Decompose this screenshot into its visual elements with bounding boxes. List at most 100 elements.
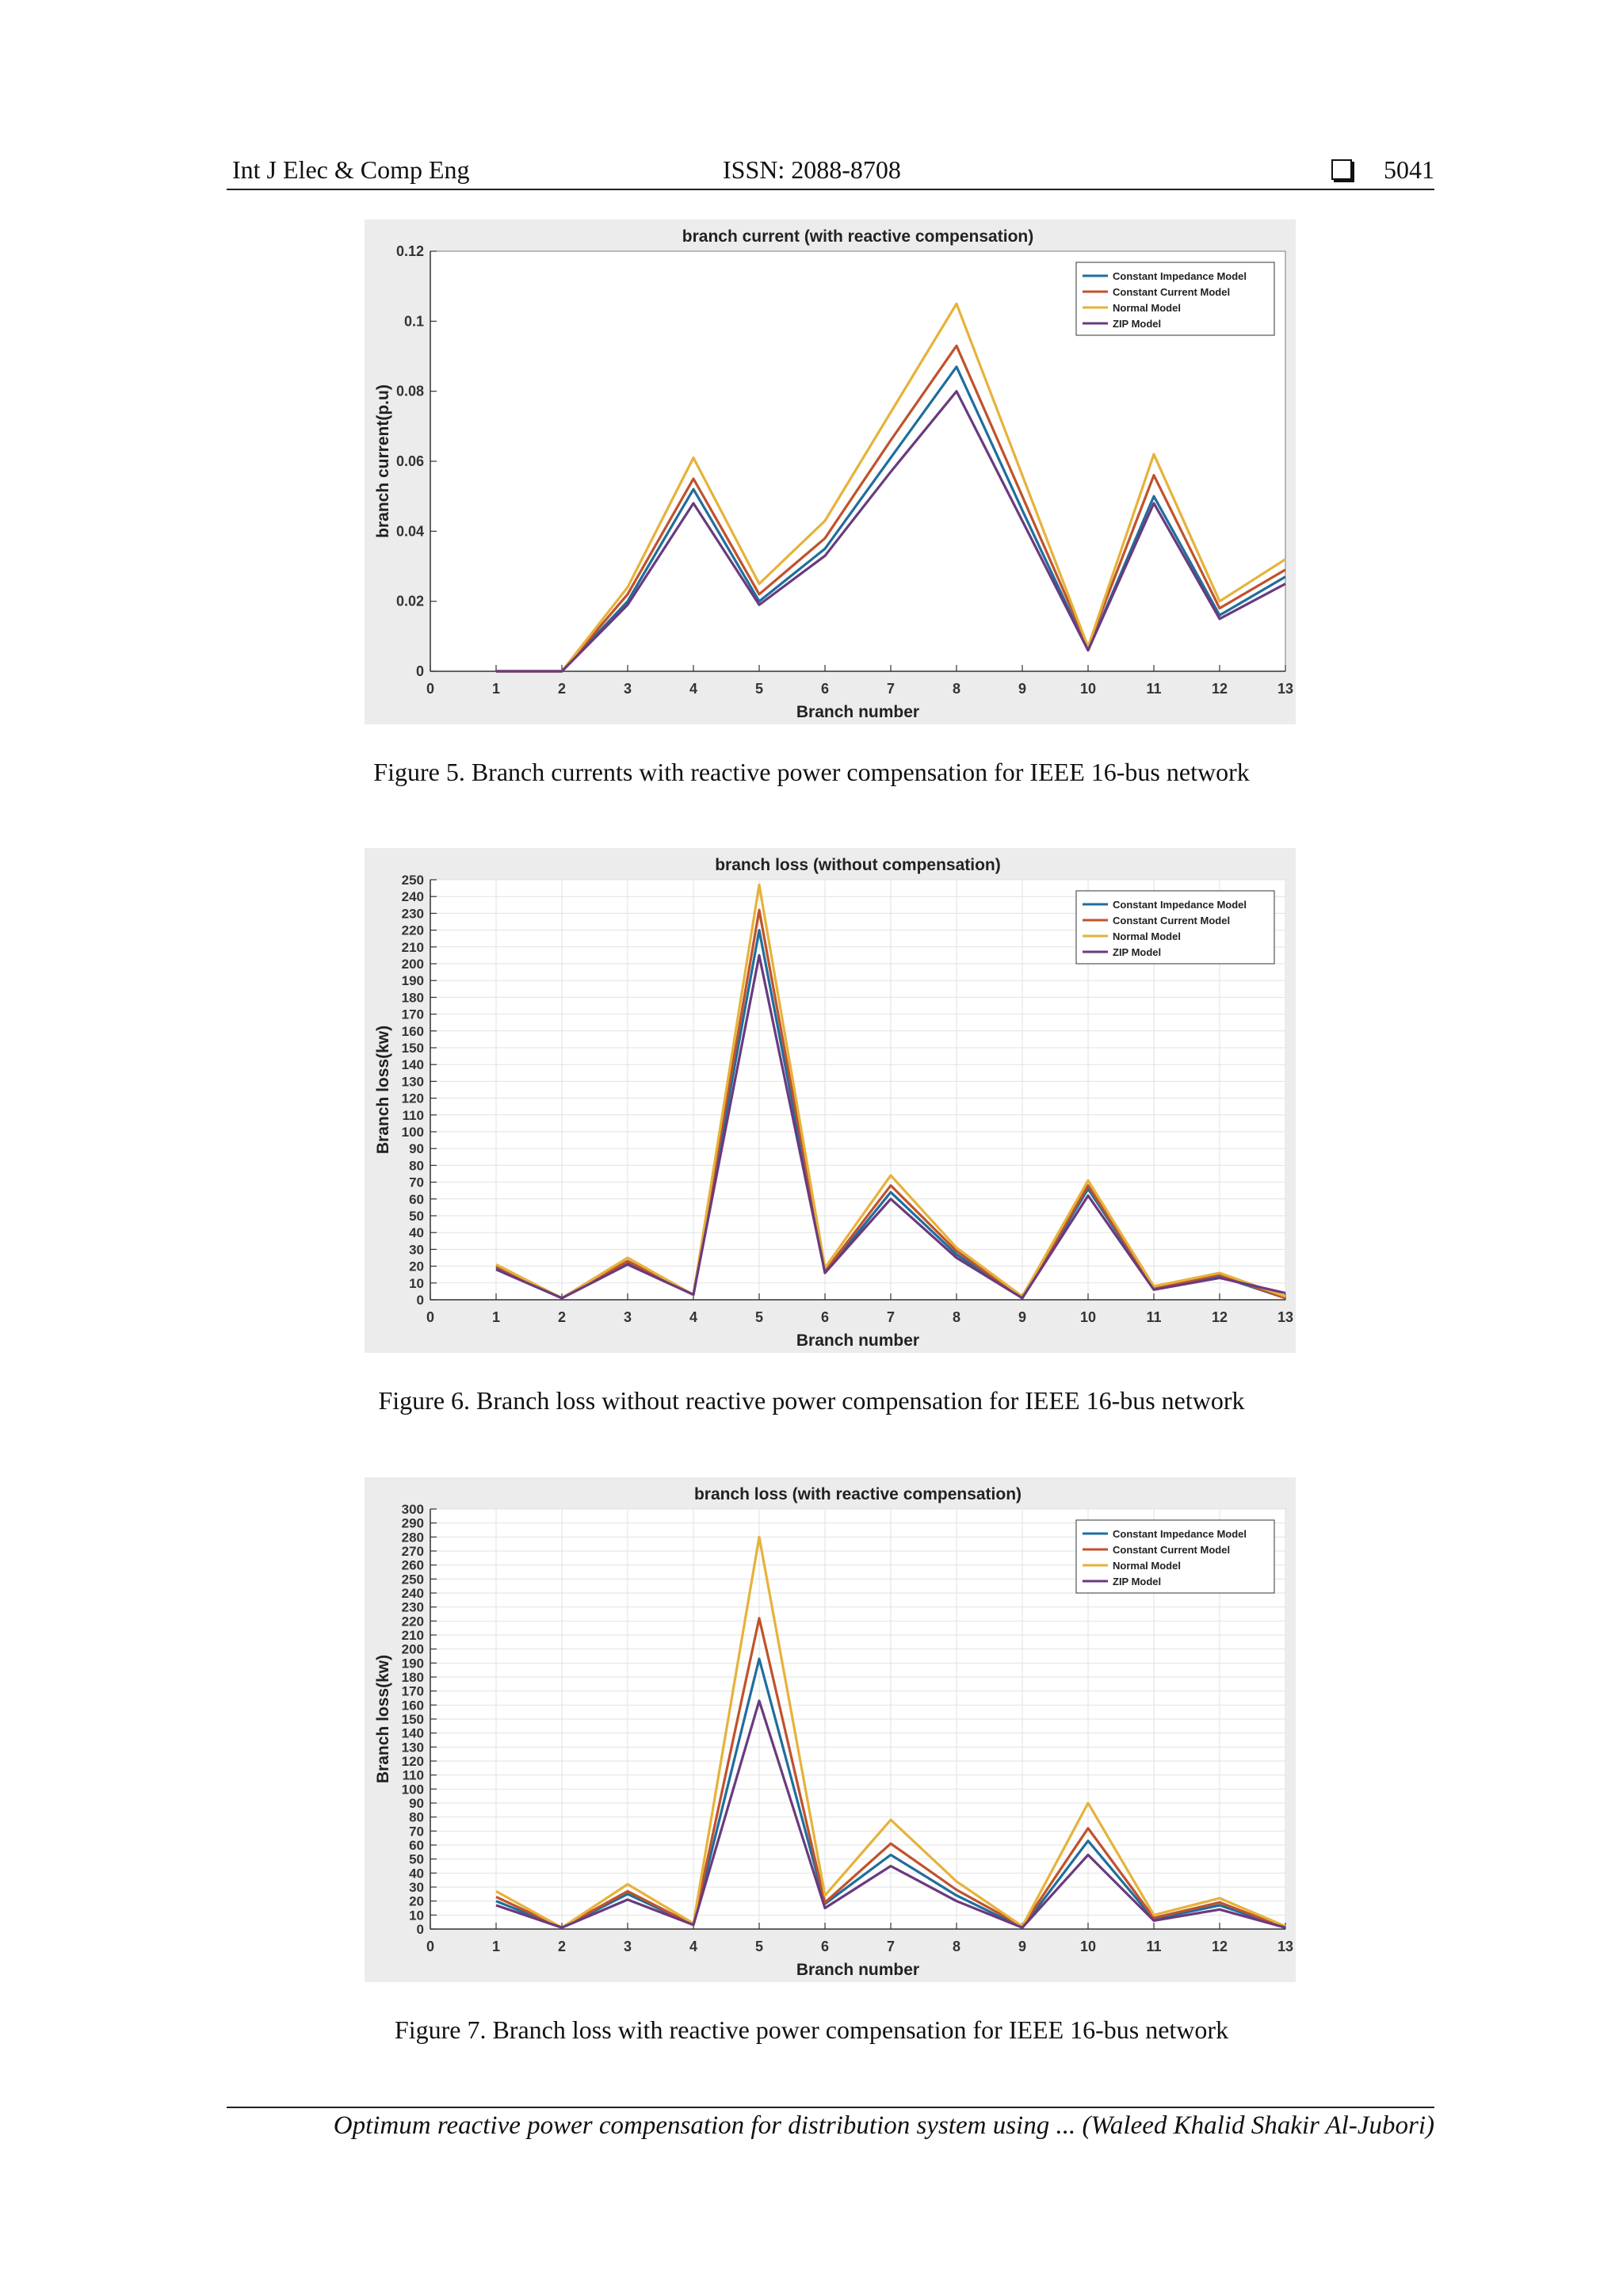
figure-5-caption: Figure 5. Branch currents with reactive … <box>373 758 1250 786</box>
legend-label: Constant Impedance Model <box>1113 1528 1247 1540</box>
x-tick-label: 7 <box>887 1939 895 1954</box>
legend-label: Constant Current Model <box>1113 915 1230 926</box>
legend-label: ZIP Model <box>1113 1576 1161 1587</box>
x-tick-label: 12 <box>1212 1939 1228 1954</box>
y-tick-label: 60 <box>409 1192 424 1207</box>
footer-rule <box>227 2107 1434 2108</box>
y-tick-label: 230 <box>402 1600 424 1615</box>
legend-label: Normal Model <box>1113 930 1181 942</box>
y-tick-label: 250 <box>402 1572 424 1587</box>
y-axis-label: Branch loss(kw) <box>374 1655 392 1783</box>
y-tick-label: 0 <box>417 1922 424 1937</box>
y-tick-label: 100 <box>402 1125 424 1140</box>
legend-label: ZIP Model <box>1113 946 1161 958</box>
x-tick-label: 1 <box>492 1309 500 1325</box>
y-tick-label: 200 <box>402 957 424 972</box>
y-tick-label: 120 <box>402 1091 424 1106</box>
x-tick-label: 1 <box>492 1939 500 1954</box>
y-tick-label: 80 <box>409 1810 424 1825</box>
legend-label: Normal Model <box>1113 302 1181 314</box>
x-tick-label: 10 <box>1080 1309 1096 1325</box>
y-tick-label: 160 <box>402 1024 424 1039</box>
series-line-zip-model <box>496 390 1286 673</box>
legend-label: Constant Current Model <box>1113 1544 1230 1556</box>
legend-label: Constant Impedance Model <box>1113 899 1247 911</box>
x-tick-label: 1 <box>492 681 500 697</box>
y-tick-label: 10 <box>409 1908 424 1923</box>
y-tick-label: 40 <box>409 1225 424 1240</box>
branch-loss-without-chart-svg: 0102030405060708090100110120130140150160… <box>365 848 1296 1353</box>
x-tick-label: 3 <box>624 1309 632 1325</box>
series-line-zip-model <box>495 1699 1286 1929</box>
y-tick-label: 0 <box>417 1293 424 1308</box>
x-tick-label: 13 <box>1277 1309 1293 1325</box>
y-axis-label: branch current(p.u) <box>374 384 392 538</box>
y-tick-label: 140 <box>402 1057 424 1072</box>
y-tick-label: 0.06 <box>396 453 424 469</box>
y-tick-label: 120 <box>402 1754 424 1769</box>
x-tick-label: 4 <box>689 1939 697 1954</box>
x-tick-label: 9 <box>1018 1309 1026 1325</box>
x-tick-label: 4 <box>689 681 697 697</box>
legend-label: Constant Current Model <box>1113 286 1230 298</box>
x-tick-label: 10 <box>1080 681 1096 697</box>
y-tick-label: 240 <box>402 889 424 904</box>
y-tick-label: 240 <box>402 1586 424 1601</box>
x-tick-label: 0 <box>426 1939 434 1954</box>
legend-label: Normal Model <box>1113 1560 1181 1572</box>
x-tick-label: 11 <box>1146 681 1161 697</box>
y-axis-label: Branch loss(kw) <box>374 1026 392 1154</box>
x-tick-label: 9 <box>1018 1939 1026 1954</box>
y-tick-label: 190 <box>402 973 424 988</box>
y-tick-label: 280 <box>402 1530 424 1545</box>
square-box-icon <box>1331 159 1352 180</box>
y-tick-label: 210 <box>402 940 424 955</box>
chart-title: branch loss (with reactive compensation) <box>694 1485 1022 1503</box>
y-tick-label: 130 <box>402 1074 424 1089</box>
y-tick-label: 90 <box>409 1796 424 1811</box>
y-tick-label: 80 <box>409 1158 424 1173</box>
y-tick-label: 0.12 <box>396 243 424 259</box>
y-tick-label: 70 <box>409 1824 424 1839</box>
x-axis-label: Branch number <box>796 1331 919 1350</box>
legend-box <box>1075 890 1275 965</box>
figure-6-caption: Figure 6. Branch loss without reactive p… <box>378 1386 1245 1415</box>
series-line-constant-current-model <box>496 344 1286 673</box>
x-tick-label: 11 <box>1146 1939 1161 1954</box>
y-tick-label: 10 <box>409 1276 424 1291</box>
series-line-normal-model <box>495 883 1286 1300</box>
y-tick-label: 60 <box>409 1838 424 1853</box>
x-tick-label: 0 <box>426 681 434 697</box>
y-tick-label: 270 <box>402 1544 424 1559</box>
legend-label: ZIP Model <box>1113 318 1161 330</box>
x-tick-label: 5 <box>755 681 763 697</box>
x-tick-label: 8 <box>953 1309 960 1325</box>
y-tick-label: 20 <box>409 1894 424 1909</box>
x-tick-label: 8 <box>953 681 960 697</box>
y-tick-label: 200 <box>402 1642 424 1657</box>
x-tick-label: 3 <box>624 1939 632 1954</box>
y-tick-label: 160 <box>402 1698 424 1713</box>
y-tick-label: 260 <box>402 1558 424 1573</box>
x-tick-label: 0 <box>426 1309 434 1325</box>
x-tick-label: 2 <box>558 681 566 697</box>
page-number-wrap: 5041 <box>1331 155 1434 185</box>
figure-7-chart: 0 10 20 30 40 50 60 70 80 90 100 110 120 130 140 150 160… <box>365 1477 1296 1982</box>
series-line-normal-model <box>496 302 1286 673</box>
y-tick-label: 0 <box>416 663 424 679</box>
figure-6-chart: 0 10 20 30 40 50 60 70 80 90 100 110 120 130 140 150 160… <box>365 848 1296 1353</box>
legend-box <box>1075 1519 1275 1594</box>
x-axis-label: Branch number <box>796 1961 919 1979</box>
y-tick-label: 170 <box>402 1684 424 1699</box>
x-tick-label: 13 <box>1277 1939 1293 1954</box>
x-tick-label: 12 <box>1212 681 1228 697</box>
x-tick-label: 5 <box>755 1309 763 1325</box>
y-tick-label: 110 <box>403 1768 424 1783</box>
x-tick-label: 11 <box>1146 1309 1161 1325</box>
y-tick-label: 20 <box>409 1259 424 1274</box>
y-tick-label: 210 <box>402 1628 424 1643</box>
figure-7-caption: Figure 7. Branch loss with reactive powe… <box>394 2015 1229 2044</box>
y-tick-label: 50 <box>409 1852 424 1867</box>
header-rule <box>227 189 1434 190</box>
chart-title: branch current (with reactive compensati… <box>682 227 1033 246</box>
